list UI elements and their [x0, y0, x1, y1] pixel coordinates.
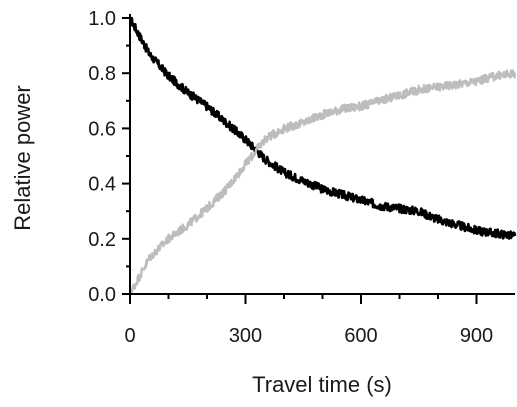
y-tick-label: 0.4 — [88, 174, 116, 196]
y-tick-label: 1.0 — [88, 8, 116, 30]
y-axis-label: Relative power — [10, 85, 35, 231]
series-line-1 — [129, 16, 517, 240]
x-tick-label: 600 — [344, 325, 377, 347]
x-axis: 0 300 600 900 — [124, 293, 515, 347]
x-axis-label: Travel time (s) — [252, 372, 392, 397]
x-tick-label: 300 — [229, 325, 262, 347]
y-tick-label: 0.6 — [88, 118, 116, 140]
x-tick-label: 0 — [124, 325, 135, 347]
y-axis: 0.0 0.2 0.4 0.6 0.8 1.0 — [88, 8, 131, 306]
y-tick-label: 0.2 — [88, 229, 116, 251]
x-tick-label: 900 — [460, 325, 493, 347]
series-layer — [128, 16, 517, 296]
series-line-2 — [128, 69, 517, 296]
y-tick-label: 0.8 — [88, 63, 116, 85]
y-tick-label: 0.0 — [88, 284, 116, 306]
